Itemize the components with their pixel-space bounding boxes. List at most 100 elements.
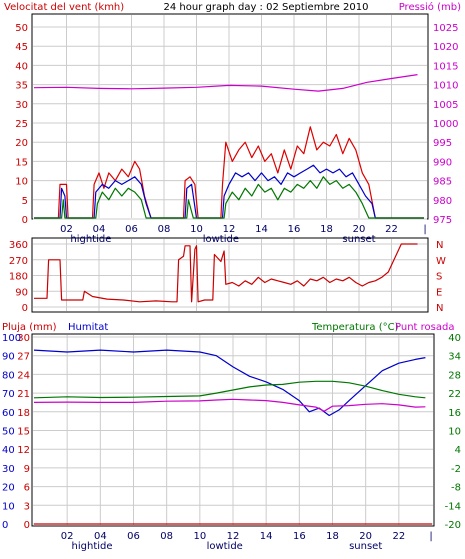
y-right-tick-label: 1010 [433, 81, 458, 92]
x-tick-label: 20 [359, 531, 372, 542]
humidity-tick-label: 20 [2, 483, 15, 494]
rain-tick-label: 6 [24, 483, 30, 494]
rain-tick-label: 30 [17, 333, 30, 344]
series-line-gust [34, 126, 424, 219]
rain-tick-label: 3 [24, 501, 30, 512]
axis-labels: Velocitat del vent (kmh) 24 hour graph d… [2, 1, 461, 552]
humidity-tick-label: 40 [2, 445, 15, 456]
rain-tick-label: 18 [17, 408, 30, 419]
series-line-pressure [33, 74, 418, 92]
panel-frame-direction [31, 237, 429, 313]
series-line-humidity [33, 349, 426, 417]
y-left-tick-label: 90 [15, 287, 28, 298]
compass-tick-label: E [436, 287, 442, 298]
dewpoint-axis-title: Punt rosada [395, 322, 454, 333]
x-tick-label: 16 [293, 531, 306, 542]
y-right-tick-label: 995 [433, 138, 452, 149]
series-line-avg [34, 164, 424, 219]
x-annotation-hightide: hightide [70, 234, 111, 245]
temperature-tick-label: -14 [445, 501, 461, 512]
panel-frame-humidity-temp [31, 333, 435, 527]
y-left-tick-label: 360 [9, 240, 28, 251]
y-left-tick-label: 0 [22, 215, 28, 226]
temperature-tick-label: -8 [451, 483, 461, 494]
temperature-tick-label: -2 [451, 464, 461, 475]
x-tick-label: 12 [227, 531, 240, 542]
x-annotation-lowtide: lowtide [203, 234, 239, 245]
temperature-tick-label: 22 [448, 389, 461, 400]
series-lines [33, 74, 432, 525]
humidity-tick-label: 60 [2, 408, 15, 419]
y-right-tick-label: 1005 [433, 100, 458, 111]
rain-axis-title: Pluja (mm) [2, 322, 57, 333]
panel-frame-wind [31, 13, 429, 220]
temperature-tick-label: 10 [448, 427, 461, 438]
x-tick-label: 14 [255, 224, 268, 235]
temperature-tick-label: 28 [448, 370, 461, 381]
humidity-tick-label: 90 [2, 352, 15, 363]
y-left-tick-label: 30 [15, 100, 28, 111]
x-tick-label: 10 [190, 224, 203, 235]
x-tick-label: 22 [385, 224, 398, 235]
compass-tick-label: N [436, 303, 443, 314]
humidity-tick-label: 50 [2, 427, 15, 438]
x-tick-label: 08 [158, 224, 171, 235]
series-line-direction [34, 243, 418, 303]
x-tick-label: 18 [326, 531, 339, 542]
compass-tick-label: W [436, 256, 446, 267]
y-left-tick-label: 40 [15, 61, 28, 72]
x-annotation-sunset: sunset [349, 541, 382, 552]
y-right-tick-label: 975 [433, 215, 452, 226]
compass-tick-label: N [436, 240, 443, 251]
x-tick-label: 22 [392, 531, 405, 542]
humidity-tick-label: 0 [2, 520, 8, 531]
series-line-temperature [33, 380, 426, 399]
x-tick-label: 08 [160, 531, 173, 542]
y-left-tick-label: 50 [15, 23, 28, 34]
y-right-tick-label: 1025 [433, 23, 458, 34]
chart-title: 24 hour graph day : 02 Septiembre 2010 [164, 2, 369, 13]
y-right-tick-label: 980 [433, 196, 452, 207]
x-tick-label: 12 [223, 224, 236, 235]
y-left-tick-label: 45 [15, 42, 28, 53]
x-tick-label: 20 [353, 224, 366, 235]
x-tick-end: | [429, 531, 432, 542]
y-left-tick-label: 25 [15, 119, 28, 130]
temperature-tick-label: 40 [448, 333, 461, 344]
y-right-tick-label: 1000 [433, 119, 458, 130]
y-left-tick-label: 15 [15, 157, 28, 168]
rain-tick-label: 0 [24, 520, 30, 531]
x-annotation-sunset: sunset [342, 234, 375, 245]
y-left-tick-label: 10 [15, 177, 28, 188]
grid-lines [33, 15, 433, 525]
rain-tick-label: 27 [17, 352, 30, 363]
y-right-tick-label: 1020 [433, 42, 458, 53]
rain-tick-label: 24 [17, 370, 30, 381]
x-tick-label: 16 [288, 224, 301, 235]
y-left-tick-label: 35 [15, 81, 28, 92]
y-left-tick-label: 270 [9, 256, 28, 267]
y-right-tick-label: 990 [433, 157, 452, 168]
x-annotation-lowtide: lowtide [207, 541, 243, 552]
x-tick-label: 10 [193, 531, 206, 542]
y-left-tick-label: 180 [9, 272, 28, 283]
x-tick-label: 18 [320, 224, 333, 235]
humidity-tick-label: 70 [2, 389, 15, 400]
x-annotation-hightide: hightide [72, 541, 113, 552]
humidity-tick-label: 80 [2, 370, 15, 381]
x-tick-end: | [423, 224, 426, 235]
y-left-tick-label: 0 [22, 303, 28, 314]
x-tick-label: 06 [125, 224, 138, 235]
y-right-tick-label: 1015 [433, 61, 458, 72]
x-tick-label: 04 [93, 224, 106, 235]
humidity-axis-title: Humitat [68, 322, 108, 333]
humidity-tick-label: 30 [2, 464, 15, 475]
rain-tick-label: 21 [17, 389, 30, 400]
temperature-tick-label: 16 [448, 408, 461, 419]
x-tick-label: 02 [61, 531, 74, 542]
series-line-min [34, 176, 424, 219]
humidity-tick-label: 10 [2, 501, 15, 512]
x-tick-label: 14 [260, 531, 273, 542]
